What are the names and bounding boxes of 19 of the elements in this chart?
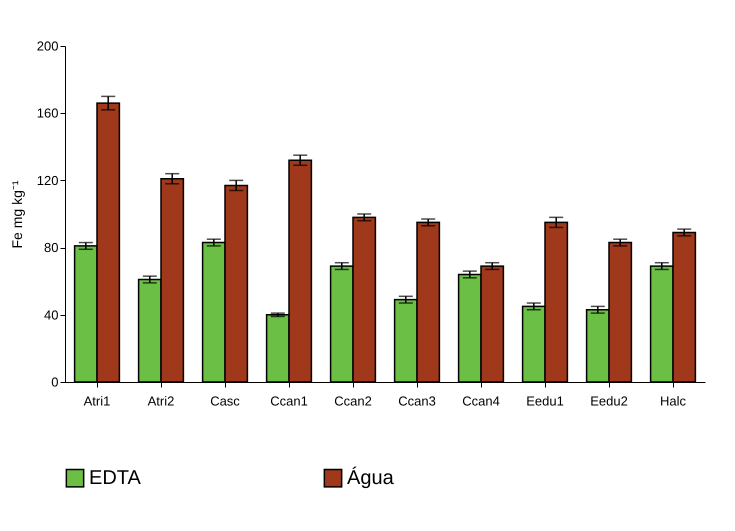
y-tick-label: 40 [44, 307, 58, 322]
y-tick-label: 0 [51, 374, 58, 390]
x-tick-label: Ccan3 [398, 394, 436, 408]
x-tick-label: Casc [210, 394, 240, 408]
legend-label: Água [347, 466, 395, 490]
y-axis-title: Fe mg kg⁻¹ [8, 180, 25, 249]
y-tick-label: 200 [36, 38, 58, 54]
legend-label: EDTA [89, 467, 142, 490]
x-tick-label: Ccan2 [334, 394, 372, 408]
x-tick-label: Eedu1 [526, 394, 564, 408]
x-tick-label: Ccan1 [270, 394, 308, 408]
y-tick-label: 120 [36, 172, 58, 188]
x-tick-label: Eedu2 [590, 394, 628, 408]
y-tick-label: 80 [44, 240, 58, 256]
y-tick-label: 160 [36, 106, 58, 121]
x-tick-label: Halc [660, 394, 686, 408]
x-tick-label: Atri2 [148, 394, 174, 408]
x-tick-label: Atri1 [84, 394, 110, 408]
x-tick-label: Ccan4 [462, 394, 500, 408]
